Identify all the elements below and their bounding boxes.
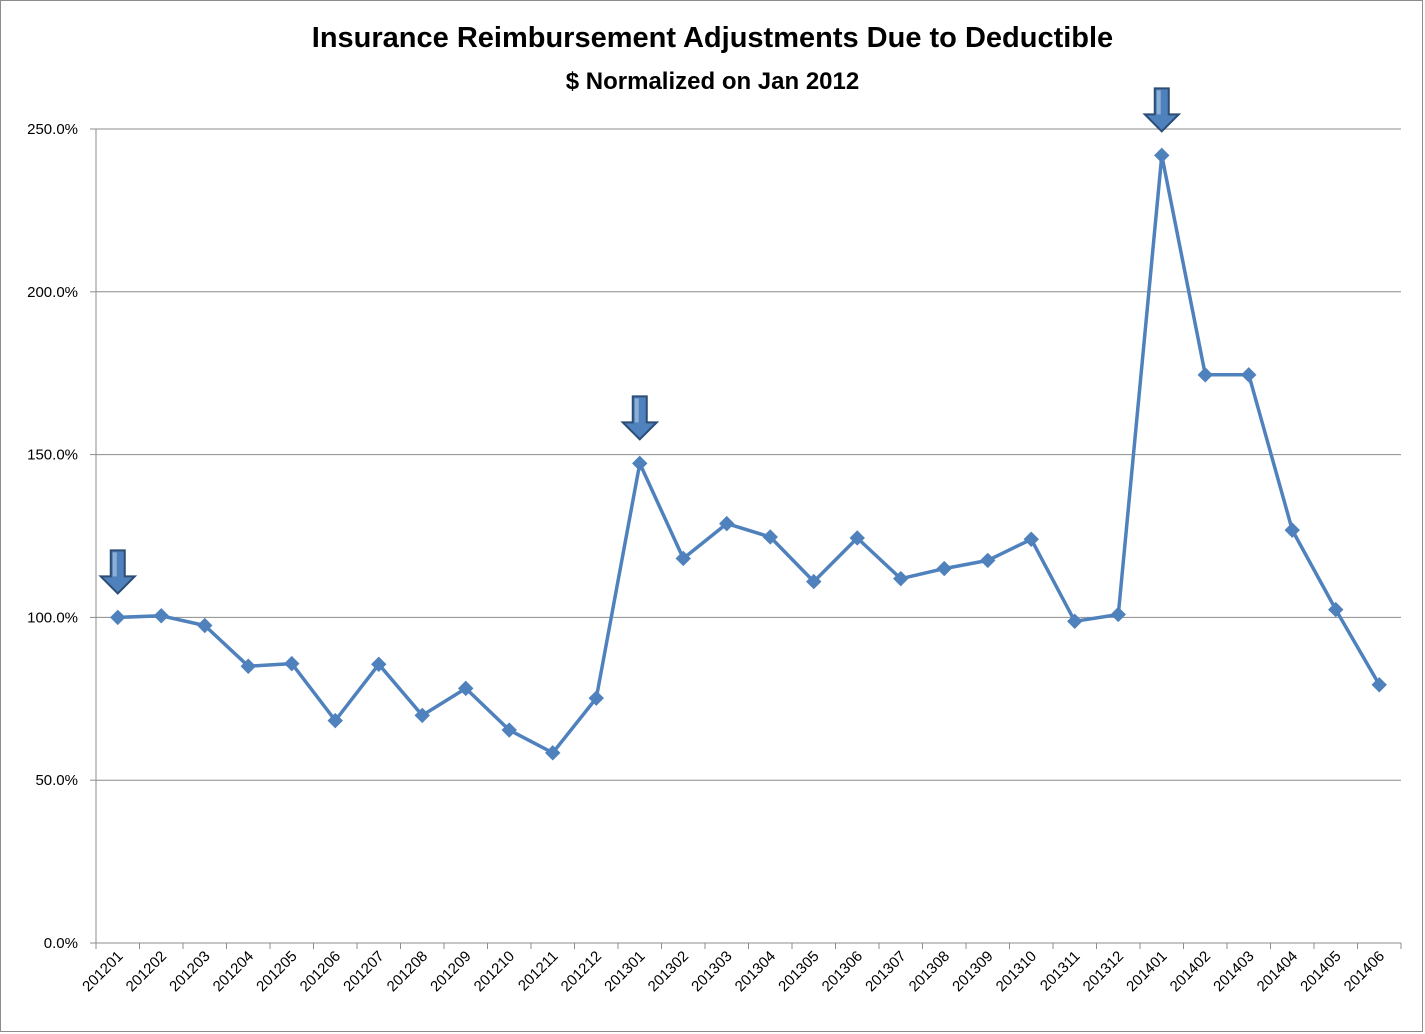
x-tick-label: 201405 [1297, 948, 1344, 995]
down-arrow-highlight [1156, 90, 1161, 115]
data-point-marker [371, 656, 387, 672]
data-point-marker [632, 455, 648, 472]
x-tick-label: 201307 [862, 948, 909, 995]
chart-title: Insurance Reimbursement Adjustments Due … [311, 22, 1114, 54]
x-tick-label: 201206 [297, 948, 344, 995]
down-arrow-icon [620, 395, 660, 441]
x-axis-tick-labels: 2012012012022012032012042012052012062012… [79, 948, 1388, 995]
data-point-marker [1328, 601, 1344, 618]
down-arrow-icon [1142, 87, 1182, 133]
x-tick-label: 201302 [645, 948, 692, 995]
x-tick-label: 201401 [1123, 948, 1170, 995]
x-tick-label: 201304 [732, 948, 779, 995]
data-point-marker [1371, 677, 1387, 693]
x-tick-label: 201210 [471, 948, 518, 995]
data-point-marker [1110, 606, 1126, 623]
data-point-marker [806, 573, 822, 590]
down-arrow-highlight [634, 398, 639, 423]
series-line [117, 153, 1381, 755]
data-point-marker [1197, 367, 1213, 383]
y-tick-label: 250.0% [27, 121, 78, 138]
x-tick-label: 201306 [819, 948, 866, 995]
y-tick-label: 100.0% [27, 609, 78, 626]
x-tick-label: 201204 [210, 948, 257, 995]
x-tick-label: 201308 [906, 948, 953, 995]
x-tick-label: 201403 [1210, 948, 1257, 995]
y-tick-label: 200.0% [27, 284, 78, 301]
data-point-marker [849, 530, 865, 546]
data-points [110, 147, 1387, 761]
data-point-marker [1241, 367, 1257, 383]
down-arrow-highlight [112, 552, 117, 577]
y-tick-label: 50.0% [35, 772, 78, 789]
data-point-marker [1067, 613, 1083, 630]
data-point-marker [1023, 531, 1039, 547]
data-point-marker [980, 552, 996, 569]
series-line-path [117, 153, 1381, 755]
y-tick-label: 150.0% [27, 447, 78, 464]
x-tick-label: 201309 [949, 948, 996, 995]
x-tick-label: 201404 [1254, 948, 1301, 995]
x-tick-label: 201301 [601, 948, 648, 995]
data-point-marker [458, 680, 474, 697]
data-point-marker [1154, 147, 1170, 164]
x-tick-label: 201207 [340, 948, 387, 995]
x-tick-label: 201211 [515, 948, 562, 995]
x-tick-label: 201209 [427, 948, 474, 995]
x-tick-label: 201205 [253, 948, 300, 995]
axes [90, 128, 1402, 949]
data-point-marker [545, 745, 561, 761]
data-point-marker [719, 515, 735, 532]
y-axis-tick-labels: 0.0% 50.0% 100.0% 150.0% 200.0% 250.0% [27, 121, 78, 952]
gridlines [96, 128, 1401, 781]
data-point-marker [110, 609, 126, 626]
data-point-marker [284, 655, 300, 672]
data-point-marker [153, 608, 169, 624]
x-tick-label: 201310 [993, 948, 1040, 995]
data-point-marker [936, 560, 952, 577]
data-point-marker [414, 707, 430, 724]
data-point-marker [675, 550, 691, 567]
x-tick-label: 201402 [1167, 948, 1214, 995]
x-tick-label: 201201 [79, 948, 126, 995]
x-tick-label: 201212 [558, 948, 605, 995]
down-arrow-icon [98, 549, 138, 595]
y-tick-label: 0.0% [44, 935, 78, 952]
annotations [98, 87, 1182, 595]
chart-subtitle: $ Normalized on Jan 2012 [565, 68, 860, 95]
data-point-marker [501, 722, 517, 738]
x-tick-label: 201208 [384, 948, 431, 995]
data-point-marker [588, 690, 604, 706]
data-point-marker [762, 529, 778, 545]
x-tick-label: 201406 [1341, 948, 1388, 995]
data-point-marker [240, 658, 256, 674]
x-tick-label: 201303 [688, 948, 735, 995]
x-tick-label: 201312 [1080, 948, 1127, 995]
data-point-marker [327, 712, 343, 729]
data-point-marker [1284, 522, 1300, 538]
data-point-marker [197, 617, 213, 634]
x-tick-label: 201202 [123, 948, 170, 995]
x-tick-label: 201305 [775, 948, 822, 995]
data-point-marker [893, 570, 909, 587]
x-tick-label: 201203 [166, 948, 213, 995]
x-tick-label: 201311 [1037, 948, 1084, 995]
